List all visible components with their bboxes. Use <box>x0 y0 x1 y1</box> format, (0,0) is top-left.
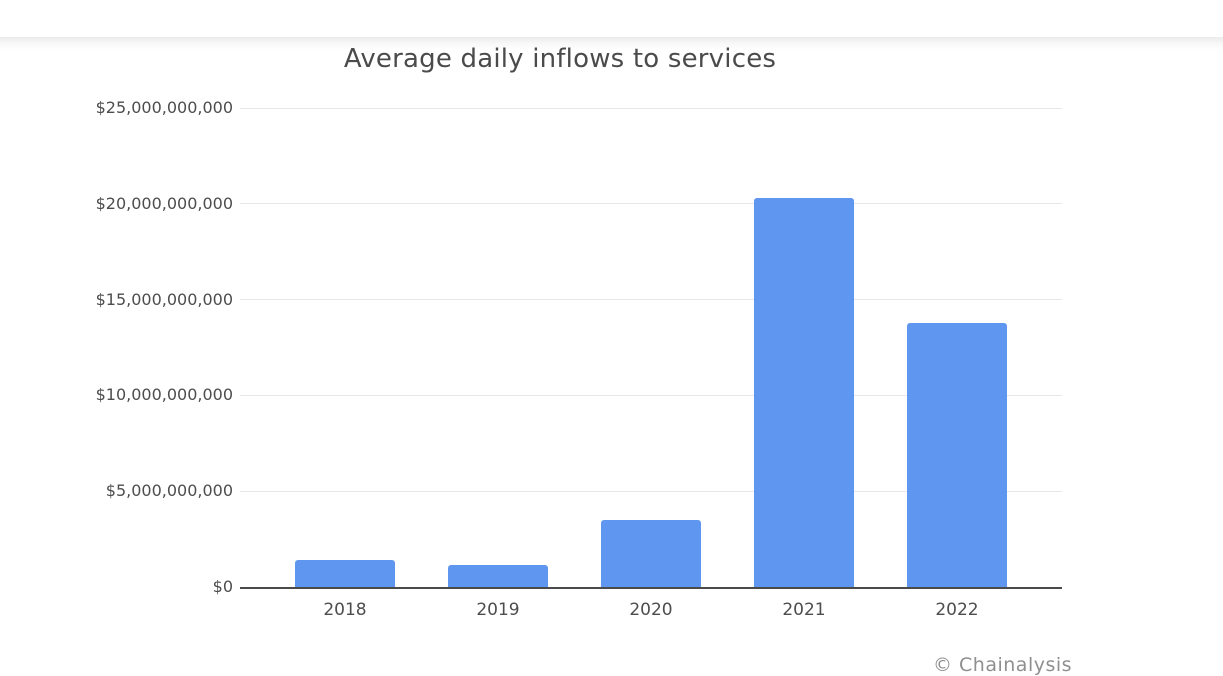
gridline <box>240 299 1062 301</box>
gridline <box>240 490 1062 492</box>
x-axis-labels: 2018 2019 2020 2021 2022 <box>240 600 1062 624</box>
watermark-text: © Chainalysis <box>933 654 1073 676</box>
top-edge-shadow <box>0 37 1223 50</box>
bar-2022 <box>907 322 1007 587</box>
y-tick-label: $10,000,000,000 <box>95 385 233 405</box>
y-tick-label: $0 <box>212 577 233 596</box>
y-tick-label: $25,000,000,000 <box>95 98 233 117</box>
gridline <box>240 203 1062 205</box>
chart-title: Average daily inflows to services <box>343 44 777 74</box>
bar-2018 <box>295 560 395 587</box>
x-tick-label: 2020 <box>629 600 673 620</box>
x-tick-label: 2019 <box>476 600 520 620</box>
gridline <box>240 394 1062 396</box>
y-axis-labels: $0 $5,000,000,000 $10,000,000,000 $15,000,0… <box>0 99 233 596</box>
plot-area <box>240 107 1062 589</box>
x-tick-label: 2018 <box>323 600 367 620</box>
gridline <box>240 107 1062 109</box>
y-tick-label: $20,000,000,000 <box>95 193 233 213</box>
y-tick-label: $5,000,000,000 <box>105 481 233 501</box>
x-tick-label: 2021 <box>782 600 826 620</box>
bar-2019 <box>448 564 548 587</box>
x-tick-label: 2022 <box>935 600 979 620</box>
bar-2020 <box>601 519 701 587</box>
bar-2021 <box>754 198 854 587</box>
y-tick-label: $15,000,000,000 <box>95 289 233 309</box>
